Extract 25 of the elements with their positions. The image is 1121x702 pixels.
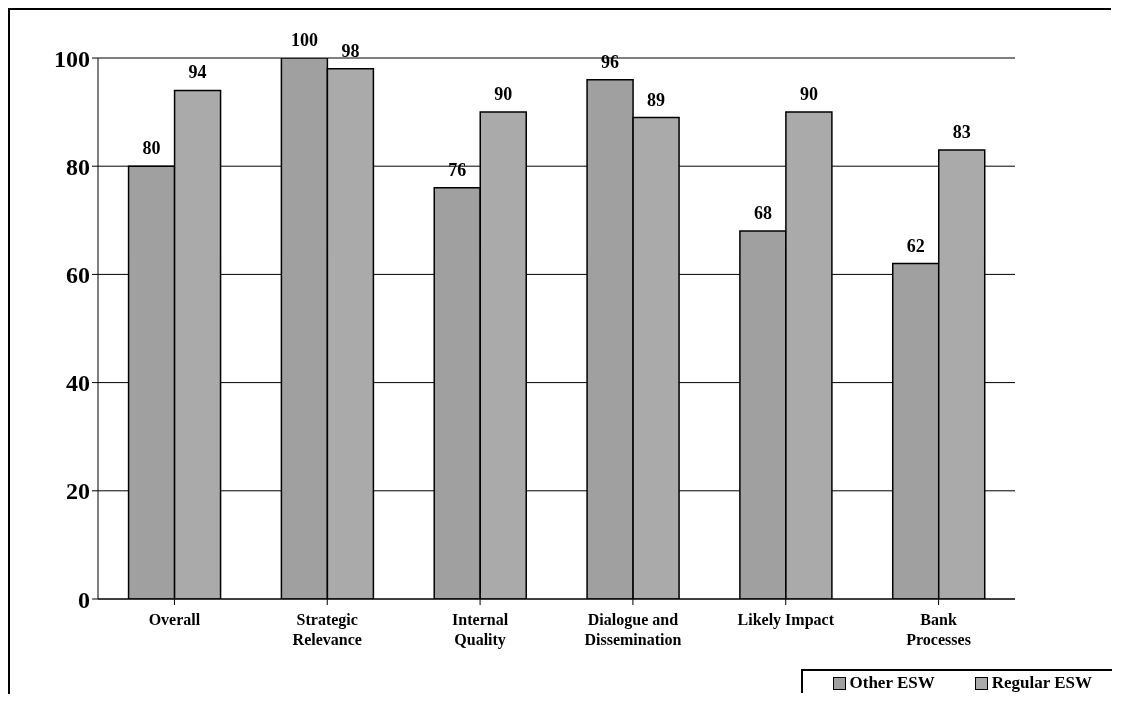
data-label: 83 [952, 121, 971, 142]
data-label: 90 [494, 84, 513, 105]
data-label: 89 [647, 89, 666, 110]
data-label: 96 [601, 51, 620, 72]
x-tick-label: Likely Impact [737, 611, 835, 629]
data-label: 100 [290, 30, 318, 50]
y-tick-label: 0 [78, 586, 90, 613]
data-label: 94 [188, 62, 207, 83]
y-tick-label: 80 [66, 153, 90, 180]
x-tick-label: Dialogue and Dissemination [584, 611, 682, 648]
x-tick-label: Internal Quality [452, 611, 509, 649]
data-label: 98 [341, 40, 360, 61]
data-label: 80 [142, 138, 161, 159]
y-tick-label: 100 [54, 45, 90, 72]
data-label: 90 [799, 84, 818, 105]
data-label: 68 [753, 203, 772, 224]
legend-label: Regular ESW [990, 673, 1092, 693]
x-tick-label: Strategic Relevance [292, 611, 362, 648]
data-label: 62 [906, 235, 925, 256]
y-tick-label: 60 [66, 261, 90, 288]
y-tick-label: 40 [66, 370, 90, 397]
legend-label: Other ESW [848, 673, 935, 693]
x-tick-label: Bank Processes [906, 611, 971, 648]
x-tick-label: Overall [148, 611, 201, 628]
y-tick-label: 20 [66, 478, 90, 505]
